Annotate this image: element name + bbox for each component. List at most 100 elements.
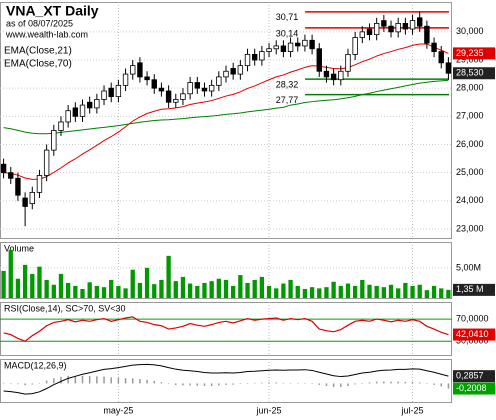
candle-body [431, 42, 437, 52]
candle-body [187, 82, 193, 95]
volume-bar [94, 285, 100, 298]
candle-body [15, 177, 21, 196]
volume-bar [396, 288, 401, 298]
volume-bar [80, 288, 85, 298]
volume-bar [73, 285, 78, 298]
last-value-label: 29,235 [456, 48, 484, 58]
volume-bar [403, 282, 408, 298]
volume-bar [259, 276, 265, 298]
macd-histogram-bar [182, 383, 184, 386]
candle-body [252, 53, 258, 61]
volume-bar [331, 281, 336, 298]
y-tick-label: 30,000 [456, 26, 484, 36]
level-label: 30,14 [276, 28, 299, 38]
macd-histogram-bar [361, 383, 364, 384]
macd-histogram-bar [210, 383, 213, 386]
volume-bar [324, 287, 329, 298]
macd-line [3, 363, 449, 395]
macd-histogram-bar [397, 381, 399, 384]
macd-histogram-bar [24, 383, 26, 386]
candle-body [417, 17, 423, 27]
candle-body [158, 87, 165, 92]
y-tick-label: 26,000 [456, 139, 484, 149]
candle-body [445, 62, 452, 74]
macd-histogram-bar [332, 383, 335, 387]
volume-bar [302, 288, 308, 298]
volume-bar [431, 285, 437, 298]
macd-histogram-bar [189, 383, 191, 386]
macd-histogram-bar [447, 383, 450, 389]
candle-body [388, 25, 394, 33]
macd-histogram-bar [203, 383, 206, 386]
candle-body [208, 84, 215, 92]
volume-bar [202, 282, 207, 298]
macd-histogram-bar [131, 378, 134, 384]
macd-histogram-bar [31, 383, 34, 385]
ema-line [3, 79, 449, 135]
candle-body [287, 42, 294, 52]
candle-body [122, 73, 129, 86]
volume-bar [252, 279, 257, 298]
macd-histogram-bar [418, 382, 421, 384]
volume-bar [87, 282, 92, 298]
macd-histogram-bar [239, 383, 242, 384]
candle-body [223, 70, 229, 78]
last-value-marker [453, 283, 495, 296]
volume-bar [439, 288, 444, 298]
macd-histogram-bar [88, 376, 91, 384]
candle-body [359, 31, 366, 38]
volume-bar [44, 279, 49, 298]
candle-body [266, 48, 272, 52]
candle-body [137, 62, 143, 78]
volume-bar [22, 264, 28, 298]
macd-histogram-bar [404, 381, 407, 384]
macd-histogram-bar [282, 382, 285, 384]
macd-histogram-bar [225, 383, 227, 385]
macd-histogram-bar [390, 381, 392, 384]
x-tick-label: jul-25 [401, 405, 424, 415]
y-tick-label: 28,000 [456, 83, 484, 93]
macd-histogram-bar [261, 382, 263, 384]
level-label: 28,32 [276, 80, 299, 90]
volume-bar [238, 275, 243, 298]
y-tick-label: 5,00M [456, 262, 481, 272]
last-value-label: 0,2857 [456, 371, 484, 381]
macd-histogram-bar [304, 382, 306, 384]
macd-histogram-bar [246, 383, 249, 384]
last-value-marker [453, 47, 495, 60]
candle-body [165, 90, 172, 103]
macd-histogram-bar [325, 383, 328, 386]
candle-body [79, 104, 86, 117]
volume-bar [180, 276, 186, 298]
macd-histogram-bar [96, 376, 98, 384]
source: www.wealth-lab.com [5, 29, 88, 39]
volume-bar [166, 255, 171, 298]
volume-bar [367, 284, 372, 298]
volume-bar [360, 279, 365, 298]
last-value-marker [453, 382, 495, 395]
volume-bar [130, 269, 135, 298]
volume-bar [245, 282, 250, 298]
volume-bar [223, 279, 229, 298]
volume-bar [424, 290, 430, 298]
macd-histogram-bar [167, 383, 170, 384]
candle-body [366, 28, 373, 36]
macd-histogram-bar [347, 383, 349, 386]
candle-body [58, 121, 64, 131]
macd-histogram-bar [318, 383, 321, 385]
candle-body [395, 23, 401, 33]
rsi-line [3, 316, 449, 342]
macd-histogram-bar [275, 382, 277, 384]
macd-histogram-bar [110, 377, 112, 384]
last-value-marker [453, 328, 495, 341]
macd-histogram-bar [175, 383, 177, 385]
candle-body [402, 23, 409, 30]
y-tick-label: 30,0000 [456, 336, 489, 346]
candle-body [381, 20, 387, 27]
candle-body [330, 73, 337, 81]
macd-histogram-bar [139, 379, 141, 384]
candle-body [244, 53, 251, 67]
macd-histogram-bar [196, 383, 199, 386]
